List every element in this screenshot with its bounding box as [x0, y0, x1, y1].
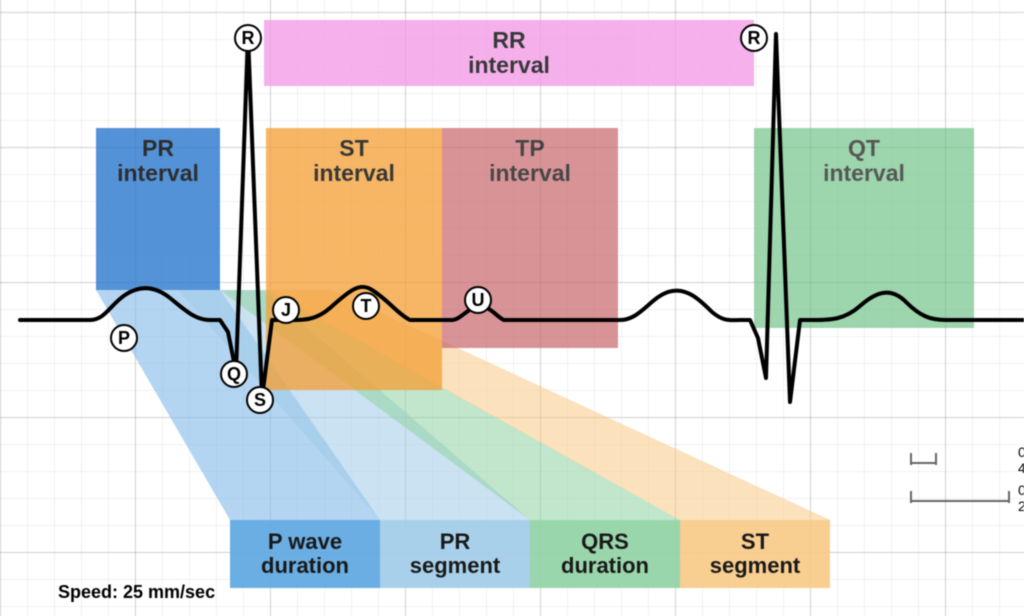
bottom-box-pwave: P waveduration [230, 520, 380, 588]
region-rr: RRinterval [264, 20, 754, 86]
minor-tick-seconds: 0.04s [1018, 444, 1024, 460]
marker-p: P [110, 324, 138, 352]
region-rr-label: RRinterval [264, 28, 754, 79]
marker-r-2: R [740, 24, 768, 52]
marker-s: S [246, 386, 274, 414]
region-pr-label: PRinterval [96, 136, 220, 187]
major-tick-seconds: 0.20s [1018, 482, 1024, 498]
bottom-box-stseg: STsegment [680, 520, 830, 588]
region-pr: PRinterval [96, 128, 220, 290]
minor-tick-ms: 40ms [1018, 460, 1024, 476]
major-tick-legend: 0.20s 200ms [910, 494, 1010, 502]
region-tp-label: TPinterval [442, 136, 618, 187]
speed-label: Speed: 25 mm/sec [58, 582, 215, 603]
region-qt-label: QTinterval [754, 136, 974, 187]
marker-q: Q [220, 360, 248, 388]
minor-tick-legend: 0.04s 40ms [910, 456, 1010, 464]
major-tick-ms: 200ms [1018, 498, 1024, 514]
region-st: STinterval [266, 128, 442, 390]
region-qt: QTinterval [754, 128, 974, 328]
ecg-diagram: RRinterval PRinterval STintervalTPinterval… [0, 0, 1024, 616]
marker-j: J [272, 296, 300, 324]
region-st-label: STinterval [266, 136, 442, 187]
marker-r-1: R [234, 24, 262, 52]
region-tp: TPinterval [442, 128, 618, 348]
bottom-box-qrs: QRSduration [530, 520, 680, 588]
marker-u: U [464, 286, 492, 314]
bottom-box-prseg: PRsegment [380, 520, 530, 588]
marker-t: T [352, 292, 380, 320]
time-scale-legend: 0.04s 40ms 0.20s 200ms [910, 456, 1010, 516]
